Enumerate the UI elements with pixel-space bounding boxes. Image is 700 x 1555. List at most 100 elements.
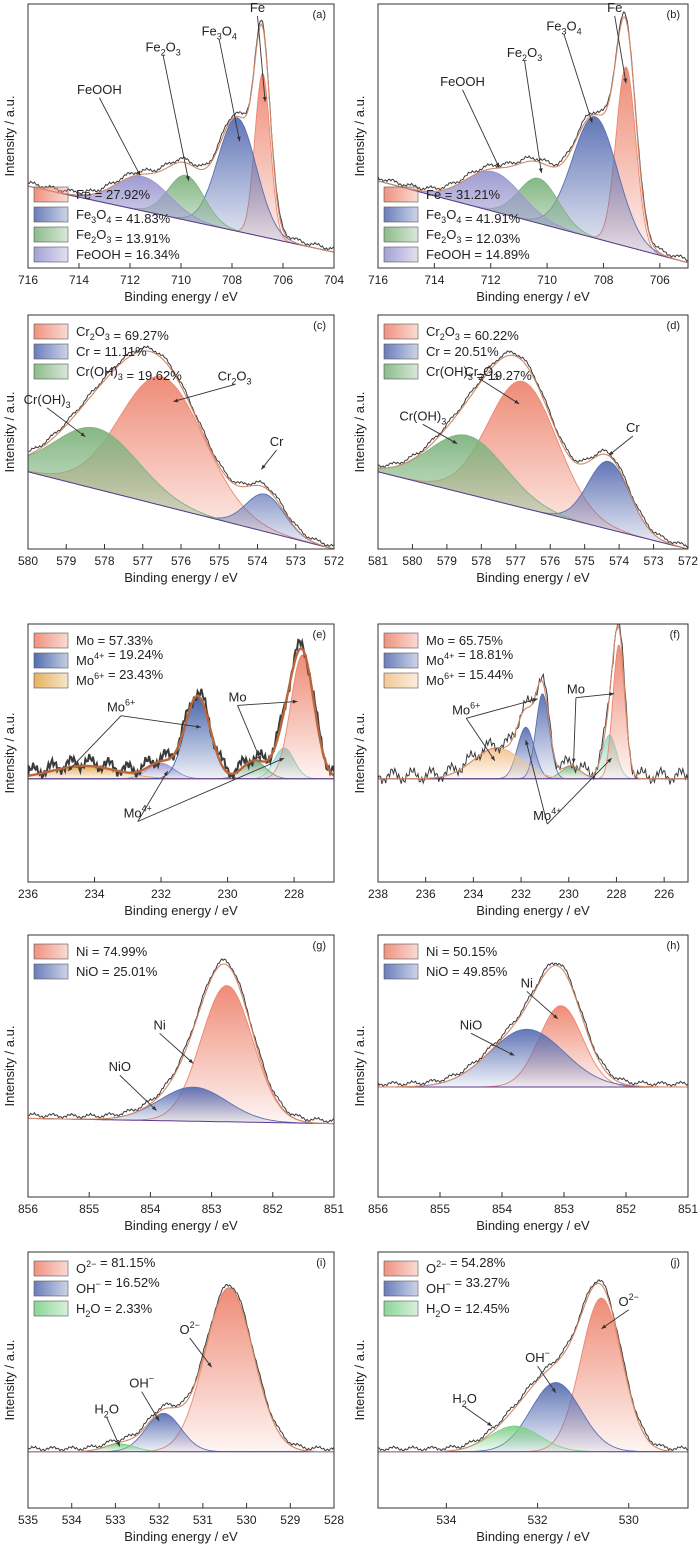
legend-swatch bbox=[383, 1300, 419, 1317]
legend-swatch bbox=[33, 1260, 69, 1277]
x-tick-label: 853 bbox=[202, 1202, 222, 1216]
y-axis-label: Intensity / a.u. bbox=[352, 713, 367, 794]
legend-entry: Fe3O4 = 41.83% bbox=[76, 207, 171, 226]
annotation-label: Fe3O4 bbox=[202, 24, 237, 42]
legend-entry: Fe2O3 = 12.03% bbox=[426, 227, 521, 246]
annotation-label: O2− bbox=[619, 1292, 639, 1309]
annotation-label: Fe2O3 bbox=[507, 45, 542, 63]
legend-swatch bbox=[33, 226, 69, 243]
legend: O2− = 54.28%OH− = 33.27% H2O = 12.45% bbox=[383, 1255, 510, 1319]
annotation-arrow bbox=[464, 1406, 493, 1427]
annotation-label: Cr(OH)3 bbox=[24, 392, 71, 410]
legend-swatch bbox=[33, 246, 69, 263]
x-tick-label: 714 bbox=[69, 273, 89, 287]
legend-swatch bbox=[383, 363, 419, 380]
annotation-arrow bbox=[237, 700, 298, 706]
fit-envelope bbox=[378, 624, 688, 780]
annotation-arrowhead bbox=[551, 1387, 556, 1393]
annotation-label: OH− bbox=[129, 1374, 154, 1391]
annotation-arrowhead bbox=[67, 766, 73, 772]
peak-Mo4+ bbox=[378, 693, 688, 779]
annotation-label: Mo6+ bbox=[452, 700, 480, 717]
annotation-arrow bbox=[481, 379, 520, 405]
plot-area bbox=[378, 1279, 688, 1453]
fit-envelope bbox=[378, 354, 688, 549]
y-axis-label: Intensity / a.u. bbox=[352, 1340, 367, 1421]
plot-area bbox=[28, 958, 334, 1125]
legend-swatch bbox=[33, 672, 69, 689]
annotation-label: Fe2O3 bbox=[145, 40, 180, 58]
legend-entry: H2O = 12.45% bbox=[426, 1301, 510, 1319]
plot-frame bbox=[27, 623, 335, 883]
legend-swatch bbox=[383, 943, 419, 960]
annotation-arrowhead bbox=[588, 117, 593, 123]
annotation-label: Mo4+ bbox=[124, 804, 152, 821]
annotation-arrow bbox=[465, 718, 496, 761]
x-tick-label: 855 bbox=[430, 1202, 450, 1216]
annotation-arrowhead bbox=[490, 755, 495, 761]
panel-j: 534 532 530 Binding energy / eV Intensity / … bbox=[352, 1251, 689, 1544]
peak-Cr(OH)3 bbox=[378, 434, 688, 549]
annotation-label: Cr2O3 bbox=[464, 364, 498, 382]
x-tick-label: 712 bbox=[481, 273, 501, 287]
annotation-arrowhead bbox=[608, 450, 614, 456]
background-line bbox=[378, 471, 688, 549]
annotation-arrowhead bbox=[262, 96, 267, 102]
annotation-arrow bbox=[608, 435, 634, 456]
x-tick-label: 572 bbox=[678, 554, 698, 568]
peak-Fe3O4 bbox=[28, 117, 334, 253]
panel-label: (c) bbox=[313, 320, 326, 332]
x-tick-label: 577 bbox=[506, 554, 526, 568]
annotation-arrow bbox=[614, 15, 627, 84]
legend-swatch bbox=[383, 246, 419, 263]
x-tick-label: 573 bbox=[644, 554, 664, 568]
annotation-arrow bbox=[575, 693, 615, 699]
peak-Mo bbox=[28, 655, 334, 779]
panel-label: (g) bbox=[313, 940, 326, 952]
annotation-arrow bbox=[257, 15, 266, 102]
x-tick-label: 534 bbox=[436, 1513, 456, 1527]
x-tick-label: 714 bbox=[424, 273, 444, 287]
panel-c: 580 579 578 577 576 575 574 573 572 Binding energ… bbox=[2, 314, 344, 585]
annotation-arrowhead bbox=[236, 136, 241, 142]
legend-entry: Cr = 20.51% bbox=[426, 344, 499, 359]
annotation-arrow bbox=[121, 715, 202, 728]
x-tick-label: 579 bbox=[437, 554, 457, 568]
peak-Cr(OH)3 bbox=[28, 427, 334, 549]
legend-swatch bbox=[383, 652, 419, 669]
fit-envelope bbox=[378, 964, 688, 1088]
annotation-arrowhead bbox=[155, 1416, 160, 1421]
legend-swatch bbox=[33, 963, 69, 980]
x-axis-label: Binding energy / eV bbox=[476, 1529, 590, 1544]
y-axis-label: Intensity / a.u. bbox=[2, 1340, 17, 1421]
plot-frame bbox=[377, 934, 689, 1198]
x-tick-label: 708 bbox=[593, 273, 613, 287]
plot-area bbox=[28, 19, 334, 253]
annotation-arrowhead bbox=[509, 1051, 515, 1056]
legend: Cr2O3 = 60.22%Cr = 20.51% Cr(OH)3 = 19.27… bbox=[383, 323, 532, 383]
legend-swatch bbox=[33, 943, 69, 960]
peak-NiO bbox=[28, 1087, 334, 1124]
annotation-arrow bbox=[119, 1074, 157, 1111]
plot-frame bbox=[27, 1251, 335, 1509]
annotation-arrow bbox=[601, 1309, 629, 1330]
plot-area bbox=[378, 350, 688, 549]
annotation-label: FeOOH bbox=[440, 74, 485, 89]
annotation-arrow bbox=[141, 1391, 160, 1422]
panel-label: (f) bbox=[670, 629, 680, 641]
x-axis-label: Binding energy / eV bbox=[476, 1218, 590, 1233]
peak-O2− bbox=[378, 1298, 688, 1452]
legend-entry: O2− = 54.28% bbox=[426, 1255, 506, 1276]
annotation-arrowhead bbox=[607, 758, 612, 763]
plot-frame bbox=[377, 3, 689, 269]
legend-swatch bbox=[33, 632, 69, 649]
peak-Cr2O3 bbox=[28, 376, 334, 549]
plot-area bbox=[378, 11, 688, 264]
panel-f: 238 236 234 232 230 228 226 Binding energy / eV… bbox=[352, 623, 689, 918]
annotation-arrowhead bbox=[609, 692, 615, 697]
legend-swatch bbox=[33, 652, 69, 669]
x-tick-label: 712 bbox=[120, 273, 140, 287]
x-tick-label: 706 bbox=[273, 273, 293, 287]
legend-entry: Mo = 65.75% bbox=[426, 633, 503, 648]
